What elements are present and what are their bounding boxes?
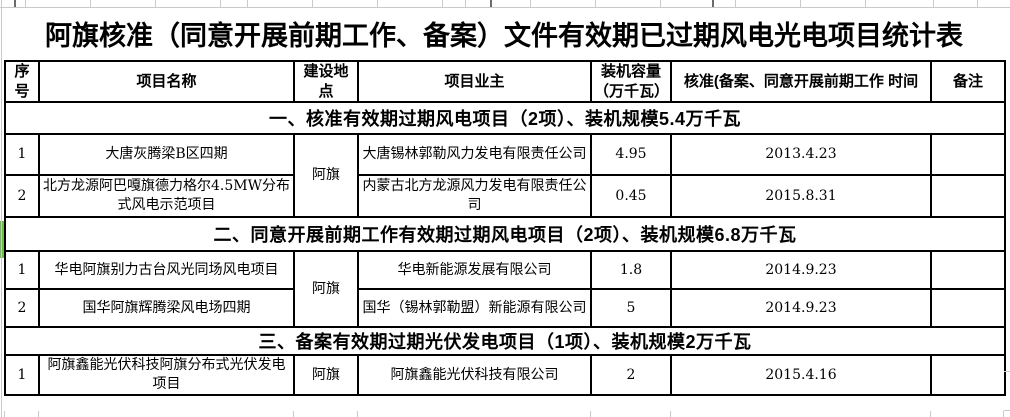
gridline-artifact: [155, 0, 156, 7]
cell-owner: 华电新能源发展有限公司: [357, 250, 592, 290]
cell-index: 1: [4, 354, 40, 396]
gridline-artifact: [490, 0, 492, 7]
col-header-owner: 项目业主: [357, 60, 592, 103]
table-row: 1 阿旗鑫能光伏科技阿旗分布式光伏发电项目 阿旗 阿旗鑫能光伏科技有限公司 2 …: [4, 354, 1006, 396]
section-3-heading-row: 三、备案有效期过期光伏发电项目（1项）、装机规模2万千瓦: [4, 326, 1006, 356]
table-row: 1 大唐灰腾梁B区四期 阿旗 大唐锡林郭勒风力发电有限责任公司 4.95 201…: [4, 133, 1006, 218]
cell-remark: [930, 288, 1006, 328]
gridline-artifact: [220, 0, 221, 7]
cell-remark: [930, 174, 1006, 218]
cell-index: 2: [4, 174, 40, 218]
gridline-artifact: [442, 0, 443, 7]
table-row: 1 华电阿旗别力古台风光同场风电项目 阿旗 华电新能源发展有限公司 1.8 20…: [4, 250, 1006, 328]
gridline-artifact: [933, 0, 934, 7]
gridline-artifact: [377, 0, 378, 7]
section-3-heading: 三、备案有效期过期光伏发电项目（1项）、装机规模2万千瓦: [4, 326, 1006, 356]
cell-location-merged: 阿旗: [293, 354, 359, 396]
cell-project-name: 华电阿旗别力古台风光同场风电项目: [38, 250, 295, 290]
cell-index: 1: [4, 133, 40, 176]
gridline-artifact: [660, 0, 661, 7]
cell-owner: 国华（锡林郭勒盟）新能源有限公司: [357, 288, 592, 328]
gridline-artifact: [1003, 411, 1004, 417]
gridline-artifact: [712, 0, 714, 7]
cell-remark: [930, 133, 1006, 176]
section-1-heading-row: 一、核准有效期过期风电项目（2项）、装机规模5.4万千瓦: [4, 101, 1006, 135]
gridline-artifact: [4, 411, 5, 417]
gridline-artifact: [670, 411, 671, 417]
cell-capacity: 4.95: [590, 133, 672, 176]
gridline-artifact: [930, 411, 931, 417]
cell-approval-date: 2014.9.23: [670, 288, 932, 328]
gridline-artifact: [595, 0, 596, 7]
col-header-remark: 备注: [930, 60, 1006, 103]
gridline-artifact: [1004, 410, 1010, 411]
cell-approval-date: 2015.4.16: [670, 354, 932, 396]
gridline-artifact: [293, 411, 294, 417]
cell-project-name: 北方龙源阿巴嘎旗德力格尔4.5MW分布式风电示范项目: [38, 174, 295, 218]
cell-capacity: 1.8: [590, 250, 672, 290]
gridline-artifact: [865, 0, 866, 7]
gridline-artifact: [1, 0, 2, 417]
cell-index: 2: [4, 288, 40, 328]
cell-location-merged: 阿旗: [293, 133, 359, 218]
gridline-artifact: [25, 0, 26, 7]
projects-table: 序号 项目名称 建设地点 项目业主 装机容量（万千瓦） 核准(备案、同意开展前期…: [4, 60, 1006, 396]
cell-location-merged: 阿旗: [293, 250, 359, 328]
gridline-artifact: [465, 0, 466, 7]
section-2-heading-row: 二、同意开展前期工作有效期过期风电项目（2项）、装机规模6.8万千瓦: [4, 216, 1006, 252]
col-header-approval-time: 核准(备案、同意开展前期工作 时间: [670, 60, 932, 103]
cell-project-name: 大唐灰腾梁B区四期: [38, 133, 295, 176]
gridline-artifact: [14, 0, 16, 7]
cell-remark: [930, 250, 1006, 290]
cell-approval-date: 2015.8.31: [670, 174, 932, 218]
header-row: 序号 项目名称 建设地点 项目业主 装机容量（万千瓦） 核准(备案、同意开展前期…: [4, 60, 1006, 103]
section-2-heading: 二、同意开展前期工作有效期过期风电项目（2项）、装机规模6.8万千瓦: [4, 216, 1006, 252]
cell-owner: 阿旗鑫能光伏科技有限公司: [357, 354, 592, 396]
cell-capacity: 5: [590, 288, 672, 328]
gridline-artifact: [735, 0, 736, 7]
cell-capacity: 0.45: [590, 174, 672, 218]
table-row: 2 国华阿旗辉腾梁风电场四期 国华（锡林郭勒盟）新能源有限公司 5 2014.9…: [4, 288, 1006, 328]
gridline-artifact: [977, 0, 978, 7]
gridline-artifact: [800, 0, 801, 7]
cell-owner: 大唐锡林郭勒风力发电有限责任公司: [357, 133, 592, 176]
col-header-index: 序号: [4, 60, 40, 103]
table-row: 2 北方龙源阿巴嘎旗德力格尔4.5MW分布式风电示范项目 内蒙古北方龙源风力发电…: [4, 174, 1006, 218]
gridline-artifact: [530, 0, 531, 7]
gridline-artifact: [0, 7, 1010, 8]
cell-approval-date: 2014.9.23: [670, 250, 932, 290]
cell-project-name: 国华阿旗辉腾梁风电场四期: [38, 288, 295, 328]
cell-capacity: 2: [590, 354, 672, 396]
col-header-location: 建设地点: [293, 60, 359, 103]
table-title: 阿旗核准（同意开展前期工作、备案）文件有效期已过期风电光电项目统计表: [45, 21, 963, 51]
cell-index: 1: [4, 250, 40, 290]
gridline-artifact: [312, 0, 313, 7]
row-marker-green: [0, 221, 5, 258]
gridline-artifact: [247, 0, 248, 7]
gridline-artifact: [590, 411, 591, 417]
cell-owner: 内蒙古北方龙源风力发电有限责任公司: [357, 174, 592, 218]
gridline-artifact: [38, 411, 39, 417]
cell-project-name: 阿旗鑫能光伏科技阿旗分布式光伏发电项目: [38, 354, 295, 396]
gridline-artifact: [90, 0, 91, 7]
cell-approval-date: 2013.4.23: [670, 133, 932, 176]
gridline-artifact: [357, 411, 358, 417]
gridline-artifact: [1004, 371, 1010, 372]
section-1-heading: 一、核准有效期过期风电项目（2项）、装机规模5.4万千瓦: [4, 101, 1006, 135]
col-header-capacity: 装机容量（万千瓦）: [590, 60, 672, 103]
col-header-project-name: 项目名称: [38, 60, 295, 103]
cell-remark: [930, 354, 1006, 396]
